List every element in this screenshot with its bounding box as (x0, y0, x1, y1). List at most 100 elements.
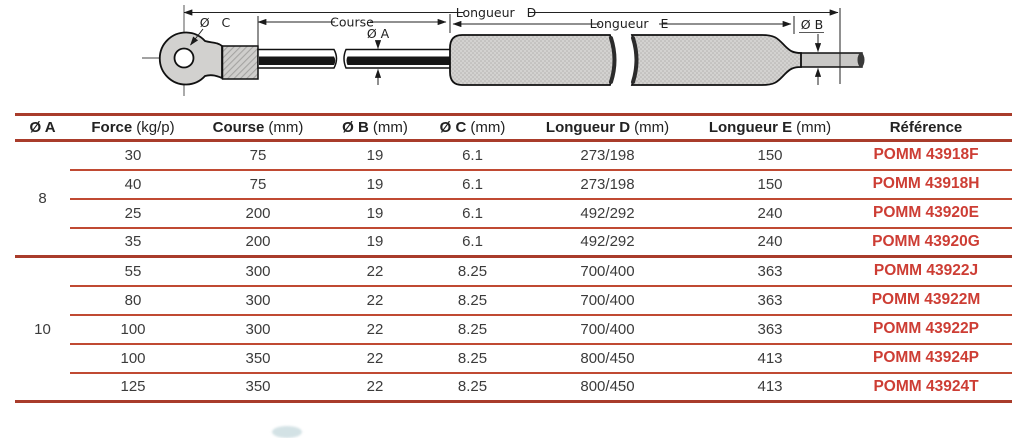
cell-dia-c: 8.25 (430, 314, 515, 345)
cell-reference: POMM 43918H (840, 169, 1012, 200)
cell-dia-a-group: 8 (15, 140, 70, 258)
cell-force: 100 (70, 343, 196, 374)
table-row: 100 350 22 8.25 800/450 413 POMM 43924P (15, 343, 1012, 374)
table-row: 25 200 19 6.1 492/292 240 POMM 43920E (15, 198, 1012, 229)
cell-reference: POMM 43920E (840, 198, 1012, 229)
cell-longueur-e: 363 (700, 314, 840, 345)
cell-dia-b: 22 (320, 343, 430, 374)
cell-dia-c: 8.25 (430, 256, 515, 287)
cell-dia-c: 8.25 (430, 372, 515, 403)
cell-force: 125 (70, 372, 196, 403)
cell-force: 25 (70, 198, 196, 229)
gas-spring-diagram: Longueur D Course Longueur E Ø A Ø B Ø C (0, 0, 1020, 113)
rod-segment-2-stripe (346, 56, 470, 65)
cell-dia-c: 6.1 (430, 169, 515, 200)
cell-course: 75 (196, 169, 320, 200)
cell-longueur-d: 800/450 (515, 343, 700, 374)
col-header-course: Course (mm) (196, 113, 320, 142)
table-row: 10 55 300 22 8.25 700/400 363 POMM 43922… (15, 256, 1012, 403)
col-header-longueur-d: Longueur D (mm) (515, 113, 700, 142)
cell-dia-c: 6.1 (430, 227, 515, 258)
cell-reference: POMM 43922J (840, 256, 1012, 287)
cell-longueur-d: 800/450 (515, 372, 700, 403)
cell-course: 75 (196, 140, 320, 171)
cell-course: 350 (196, 343, 320, 374)
cell-dia-b: 22 (320, 314, 430, 345)
table-row: 100 300 22 8.25 700/400 363 POMM 43922P (15, 314, 1012, 345)
cell-course: 350 (196, 372, 320, 403)
cell-longueur-e: 363 (700, 256, 840, 287)
cylinder-break-right (631, 36, 639, 84)
cell-longueur-d: 492/292 (515, 227, 700, 258)
rod-segment-1-stripe (259, 56, 336, 65)
cell-reference: POMM 43924T (840, 372, 1012, 403)
table-row: 80 300 22 8.25 700/400 363 POMM 43922M (15, 285, 1012, 316)
cell-dia-c: 6.1 (430, 198, 515, 229)
col-header-dia-b: Ø B (mm) (320, 113, 430, 142)
cell-force: 35 (70, 227, 196, 258)
col-header-longueur-e: Longueur E (mm) (700, 113, 840, 142)
cell-dia-b: 22 (320, 285, 430, 316)
cell-dia-c: 6.1 (430, 140, 515, 171)
cell-reference: POMM 43920G (840, 227, 1012, 258)
longueur-e-label: Longueur E (590, 16, 669, 31)
cell-longueur-e: 240 (700, 198, 840, 229)
cell-reference: POMM 43924P (840, 343, 1012, 374)
cylinder-segment-2 (630, 34, 802, 86)
cell-longueur-e: 413 (700, 372, 840, 403)
cell-dia-b: 19 (320, 140, 430, 171)
cell-longueur-d: 273/198 (515, 169, 700, 200)
cell-dia-b: 22 (320, 256, 430, 287)
cell-force: 55 (70, 256, 196, 287)
cell-dia-b: 19 (320, 169, 430, 200)
cell-course: 300 (196, 285, 320, 316)
spec-table: Ø A Force (kg/p) Course (mm) Ø B (mm) Ø C (m… (15, 113, 1012, 403)
cell-reference: POMM 43922M (840, 285, 1012, 316)
cell-longueur-d: 700/400 (515, 285, 700, 316)
table-row: 40 75 19 6.1 273/198 150 POMM 43918H (15, 169, 1012, 200)
col-header-force: Force (kg/p) (70, 113, 196, 142)
dia-c-leader-arrow (190, 28, 204, 46)
cylinder-break-left (609, 36, 617, 84)
cell-dia-a-group: 10 (15, 256, 70, 403)
watermark-fragment (272, 426, 302, 438)
cell-longueur-d: 700/400 (515, 256, 700, 287)
cell-longueur-d: 492/292 (515, 198, 700, 229)
cell-course: 200 (196, 198, 320, 229)
cell-course: 200 (196, 227, 320, 258)
cylinder-segment-1 (449, 34, 615, 86)
dia-a-label: Ø A (367, 26, 390, 41)
cell-force: 100 (70, 314, 196, 345)
table-row: 35 200 19 6.1 492/292 240 POMM 43920G (15, 227, 1012, 258)
cell-reference: POMM 43918F (840, 140, 1012, 171)
dia-b-label: Ø B (801, 17, 823, 32)
course-label: Course (330, 15, 374, 30)
longueur-d-label: Longueur D (456, 5, 537, 20)
eyelet-collar (221, 45, 259, 80)
col-header-dia-a: Ø A (15, 113, 70, 142)
col-header-reference: Référence (840, 113, 1012, 142)
col-header-dia-c: Ø C (mm) (430, 113, 515, 142)
cell-longueur-e: 240 (700, 227, 840, 258)
cell-dia-c: 8.25 (430, 343, 515, 374)
cell-longueur-e: 363 (700, 285, 840, 316)
cell-course: 300 (196, 256, 320, 287)
header-row: Ø A Force (kg/p) Course (mm) Ø B (mm) Ø C (m… (15, 113, 1012, 142)
cell-course: 300 (196, 314, 320, 345)
rear-stem-tip (857, 53, 865, 67)
cell-longueur-d: 273/198 (515, 140, 700, 171)
cell-force: 80 (70, 285, 196, 316)
cell-force: 30 (70, 140, 196, 171)
cell-dia-b: 19 (320, 198, 430, 229)
eyelet-hole (173, 47, 195, 69)
cell-dia-c: 8.25 (430, 285, 515, 316)
cell-force: 40 (70, 169, 196, 200)
technical-drawing: Longueur D Course Longueur E Ø A Ø B Ø C (142, 5, 865, 96)
cell-longueur-e: 150 (700, 140, 840, 171)
cell-longueur-e: 413 (700, 343, 840, 374)
table-row: 125 350 22 8.25 800/450 413 POMM 43924T (15, 372, 1012, 403)
cell-dia-b: 22 (320, 372, 430, 403)
cell-longueur-e: 150 (700, 169, 840, 200)
cell-dia-b: 19 (320, 227, 430, 258)
